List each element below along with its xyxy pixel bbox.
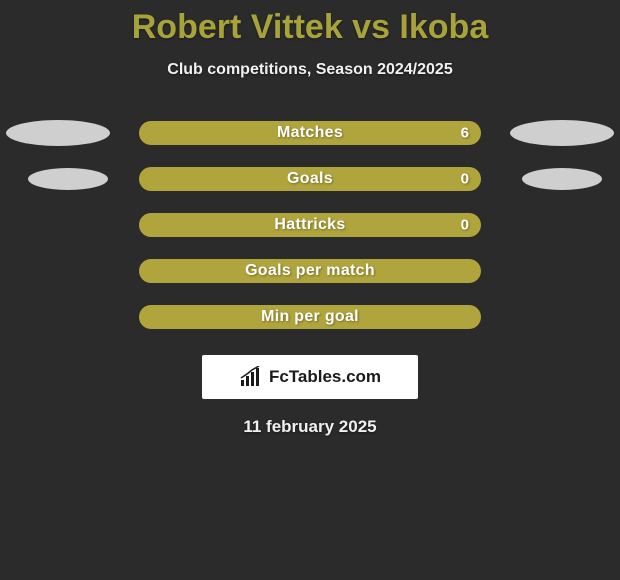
stat-label: Matches <box>277 124 343 142</box>
chart-icon <box>239 366 265 388</box>
stat-row-goals-per-match: Goals per match <box>0 259 620 283</box>
stat-row-hattricks: Hattricks 0 <box>0 213 620 237</box>
stat-value: 0 <box>461 217 469 234</box>
subtitle: Club competitions, Season 2024/2025 <box>0 61 620 79</box>
stat-row-matches: Matches 6 <box>0 121 620 145</box>
player-right-marker <box>510 120 614 146</box>
attribution-text: FcTables.com <box>269 367 381 387</box>
stat-row-min-per-goal: Min per goal <box>0 305 620 329</box>
stat-label: Goals <box>287 170 333 188</box>
page-title: Robert Vittek vs Ikoba <box>0 0 620 47</box>
stat-bar: Hattricks 0 <box>139 213 481 237</box>
stat-value: 0 <box>461 171 469 188</box>
player-left-marker <box>6 120 110 146</box>
stat-label: Goals per match <box>245 262 375 280</box>
player-left-marker <box>28 168 108 190</box>
stat-row-goals: Goals 0 <box>0 167 620 191</box>
stat-label: Hattricks <box>274 216 345 234</box>
stat-bar: Goals 0 <box>139 167 481 191</box>
attribution-logo: FcTables.com <box>202 355 418 399</box>
player-right-marker <box>522 168 602 190</box>
stat-bar: Min per goal <box>139 305 481 329</box>
stats-rows: Matches 6 Goals 0 Hattricks 0 Goals per … <box>0 121 620 329</box>
stat-bar: Matches 6 <box>139 121 481 145</box>
stat-label: Min per goal <box>261 308 359 326</box>
date-label: 11 february 2025 <box>0 417 620 437</box>
stat-value: 6 <box>461 125 469 142</box>
stat-bar: Goals per match <box>139 259 481 283</box>
